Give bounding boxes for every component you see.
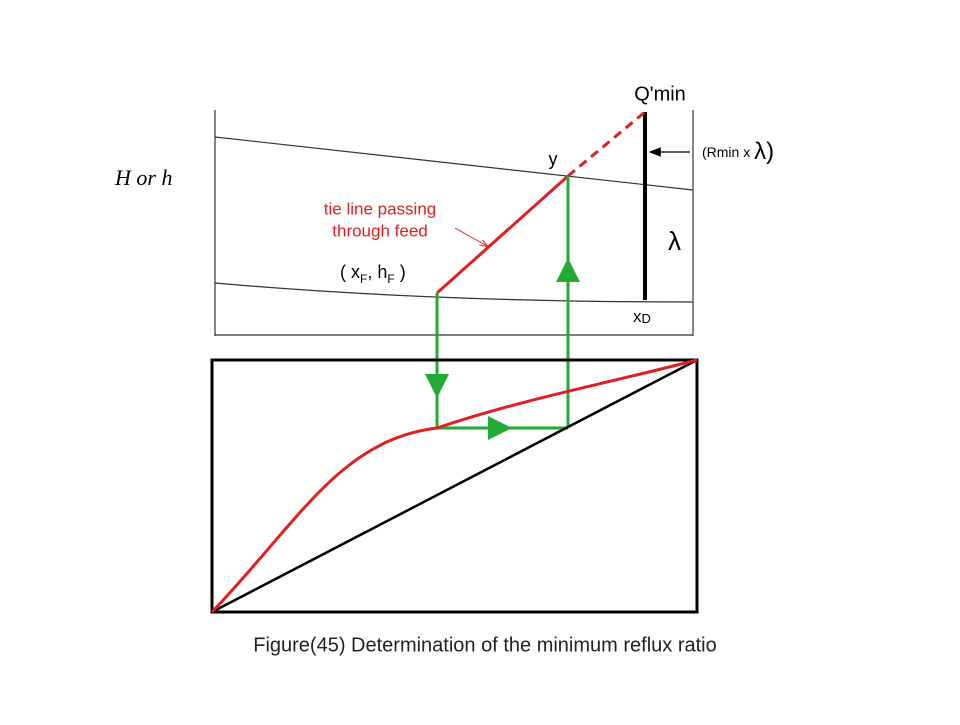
rmin-label: (Rmin x λ) [702, 138, 774, 165]
tie-line-label-2: through feed [332, 221, 427, 240]
lambda-label: λ [668, 226, 681, 256]
tie-line-extension [567, 110, 646, 178]
feed-point-label: ( xF, hF ) [340, 262, 406, 286]
enthalpy-panel [214, 110, 694, 336]
equilibrium-curve [210, 358, 698, 614]
tie-line [436, 174, 569, 295]
diagonal-line [211, 358, 698, 614]
xd-x: x [633, 307, 642, 326]
saturated-liquid-line [214, 282, 694, 303]
saturated-vapor-line [214, 136, 694, 191]
feed-h: , h [367, 262, 387, 282]
xd-sub: D [642, 311, 651, 326]
q-min-label: Q'min [634, 83, 686, 105]
equilibrium-panel [210, 358, 699, 614]
xd-label: xD [633, 307, 651, 326]
feed-close: ) [395, 262, 406, 282]
tie-line-label-1: tie line passing [324, 199, 436, 218]
rmin-lambda: λ) [754, 138, 774, 165]
h-axis-label: H or h [114, 165, 172, 190]
rmin-text: (Rmin x [702, 144, 754, 160]
feed-h-sub: F [387, 272, 394, 286]
y-label: y [549, 149, 558, 169]
caption: Figure(45) Determination of the minimum … [253, 634, 717, 656]
feed-x: ( x [340, 262, 360, 282]
feed-x-sub: F [360, 272, 367, 286]
tie-line-pointer [454, 227, 487, 246]
